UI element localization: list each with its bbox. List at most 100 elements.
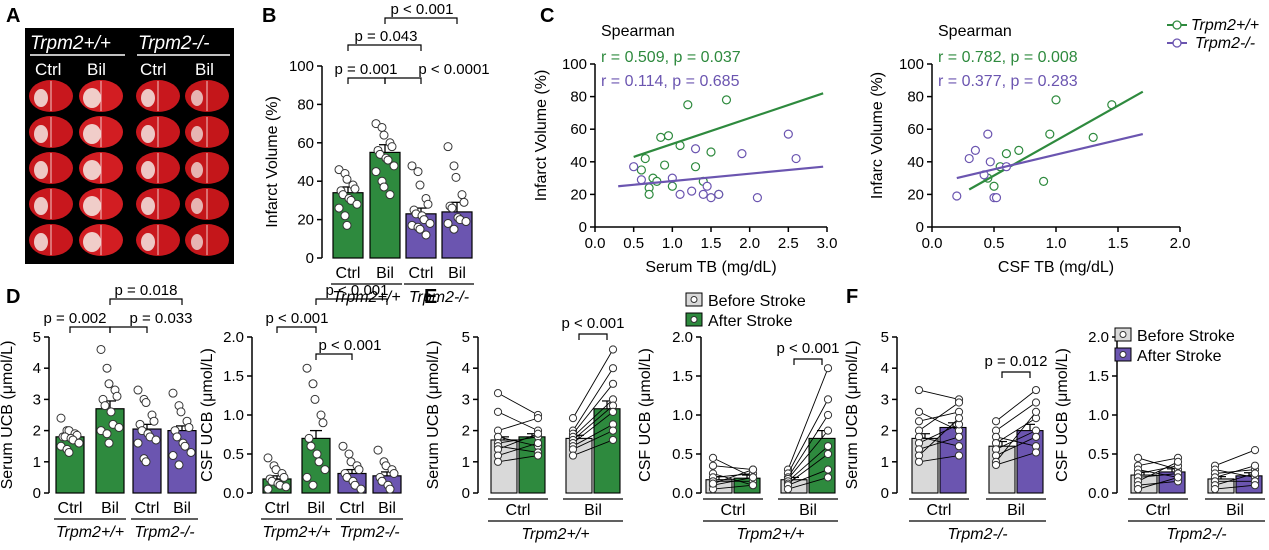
data-point [449, 161, 459, 171]
scatter-point [721, 95, 732, 105]
pC2-y-tick-label: 100 [899, 56, 924, 73]
infarct-area [83, 124, 101, 144]
category-label: Ctrl [135, 500, 160, 517]
significance-bracket [578, 333, 608, 340]
group-label: Trpm2+/+ [521, 526, 589, 543]
panel-e-serum-chart: 0 1 2 3 4 5 Serum UCB (μmol/L) Ctrl Bil Trpm2+/+ p… [425, 315, 624, 543]
legend-marker [690, 296, 698, 303]
data-point [320, 465, 330, 475]
category-label: Bil [307, 500, 325, 517]
data-point [168, 451, 178, 461]
data-point [371, 167, 381, 177]
paired-line [1137, 461, 1179, 482]
pE2-y-tick-label: 0.5 [672, 446, 693, 463]
data-point [180, 441, 190, 451]
data-point [533, 429, 543, 438]
pE1-y-tick-label: 2 [462, 423, 470, 440]
pC1-y-label: Infarct Volume (%) [533, 70, 550, 202]
significance-bracket [109, 298, 183, 305]
pE1-y-tick-label: 4 [462, 360, 470, 377]
category-label: Bil [799, 502, 817, 519]
data-point [954, 398, 964, 407]
data-point [389, 161, 399, 171]
legend-label: Trpm2+/+ [1191, 17, 1259, 34]
significance-bracket [315, 298, 388, 305]
paired-line [995, 402, 1037, 431]
infarct-area [34, 125, 48, 143]
pC1-x-tick-label: 0.5 [623, 235, 644, 252]
category-label: Ctrl [721, 502, 746, 519]
panel-f-csf-chart: 0.0 0.5 1.0 1.5 2.0 CSF UCB (μmol/L) Ctrl BilTr… [1054, 329, 1265, 543]
paired-line [918, 402, 960, 431]
legend-marker [1172, 20, 1182, 30]
category-label: Ctrl [265, 500, 290, 517]
scatter-point [1045, 129, 1055, 139]
paired-line [1137, 469, 1179, 478]
data-point [176, 407, 186, 417]
paired-line [1137, 476, 1179, 490]
pE1-y-tick-label: 1 [462, 454, 470, 471]
category-label: Ctrl [58, 500, 83, 517]
infarct-area [83, 160, 101, 180]
category-label: Ctrl [1146, 502, 1171, 519]
infarct-area [191, 162, 203, 178]
scatter-point [690, 162, 701, 172]
panel-label-f: F [846, 286, 858, 308]
data-point [823, 364, 833, 373]
scatter-point [675, 189, 685, 199]
data-point [102, 363, 112, 373]
stats-title: Spearman [601, 23, 675, 40]
data-point [186, 447, 196, 457]
data-point [389, 469, 399, 478]
pC2-x-tick-label: 0.5 [984, 235, 1005, 252]
data-point [106, 407, 116, 417]
pE2-y-tick-label: 0.0 [672, 485, 693, 502]
pE2-y-tick-label: 1.0 [672, 407, 693, 424]
scatter-point [690, 144, 701, 154]
data-point [114, 422, 124, 432]
pC2-y-tick-label: 0 [916, 219, 924, 236]
pB-y-tick-label: 60 [297, 135, 314, 152]
p-value: p = 0.043 [355, 28, 418, 45]
data-point [304, 433, 314, 443]
stats-title: Spearman [938, 23, 1012, 40]
pD1-y-tick-label: 4 [33, 360, 41, 377]
significance-bracket [384, 77, 422, 84]
paired-line [918, 417, 960, 456]
scatter-point [663, 131, 674, 141]
data-point [1210, 485, 1220, 494]
infarct-area [141, 125, 155, 143]
paired-line [497, 455, 539, 463]
data-point [954, 442, 964, 451]
data-point [168, 388, 178, 398]
infarct-area [191, 90, 203, 106]
data-point [447, 203, 457, 213]
data-point [334, 203, 344, 213]
group-label: Trpm2+/+ [736, 526, 804, 543]
pE1-y-tick-label: 3 [462, 391, 470, 408]
data-point [443, 218, 453, 228]
data-point [112, 391, 122, 401]
data-point [608, 364, 618, 373]
data-point [100, 401, 110, 411]
pC1-x-tick-label: 2.0 [739, 235, 760, 252]
scatter-point [706, 193, 716, 203]
data-point [407, 161, 417, 171]
paired-line [1137, 465, 1179, 474]
data-point [96, 344, 106, 354]
group-label: Trpm2-/- [134, 524, 194, 541]
paired-line [1137, 473, 1179, 478]
legend-label: Trpm2-/- [1195, 35, 1255, 52]
pC2-y-tick-label: 40 [907, 154, 924, 171]
scatter-point [1014, 145, 1024, 155]
paired-line [712, 465, 754, 471]
data-point [1031, 407, 1041, 416]
data-point [104, 379, 114, 389]
data-point [338, 441, 348, 451]
pF1-y-tick-label: 5 [881, 329, 889, 346]
pF1-y-tick-label: 2 [881, 423, 889, 440]
scatter-point [659, 160, 670, 170]
legend-marker [1119, 331, 1127, 338]
data-point [279, 472, 289, 482]
correlation-stat: r = 0.509, p = 0.037 [601, 49, 741, 66]
